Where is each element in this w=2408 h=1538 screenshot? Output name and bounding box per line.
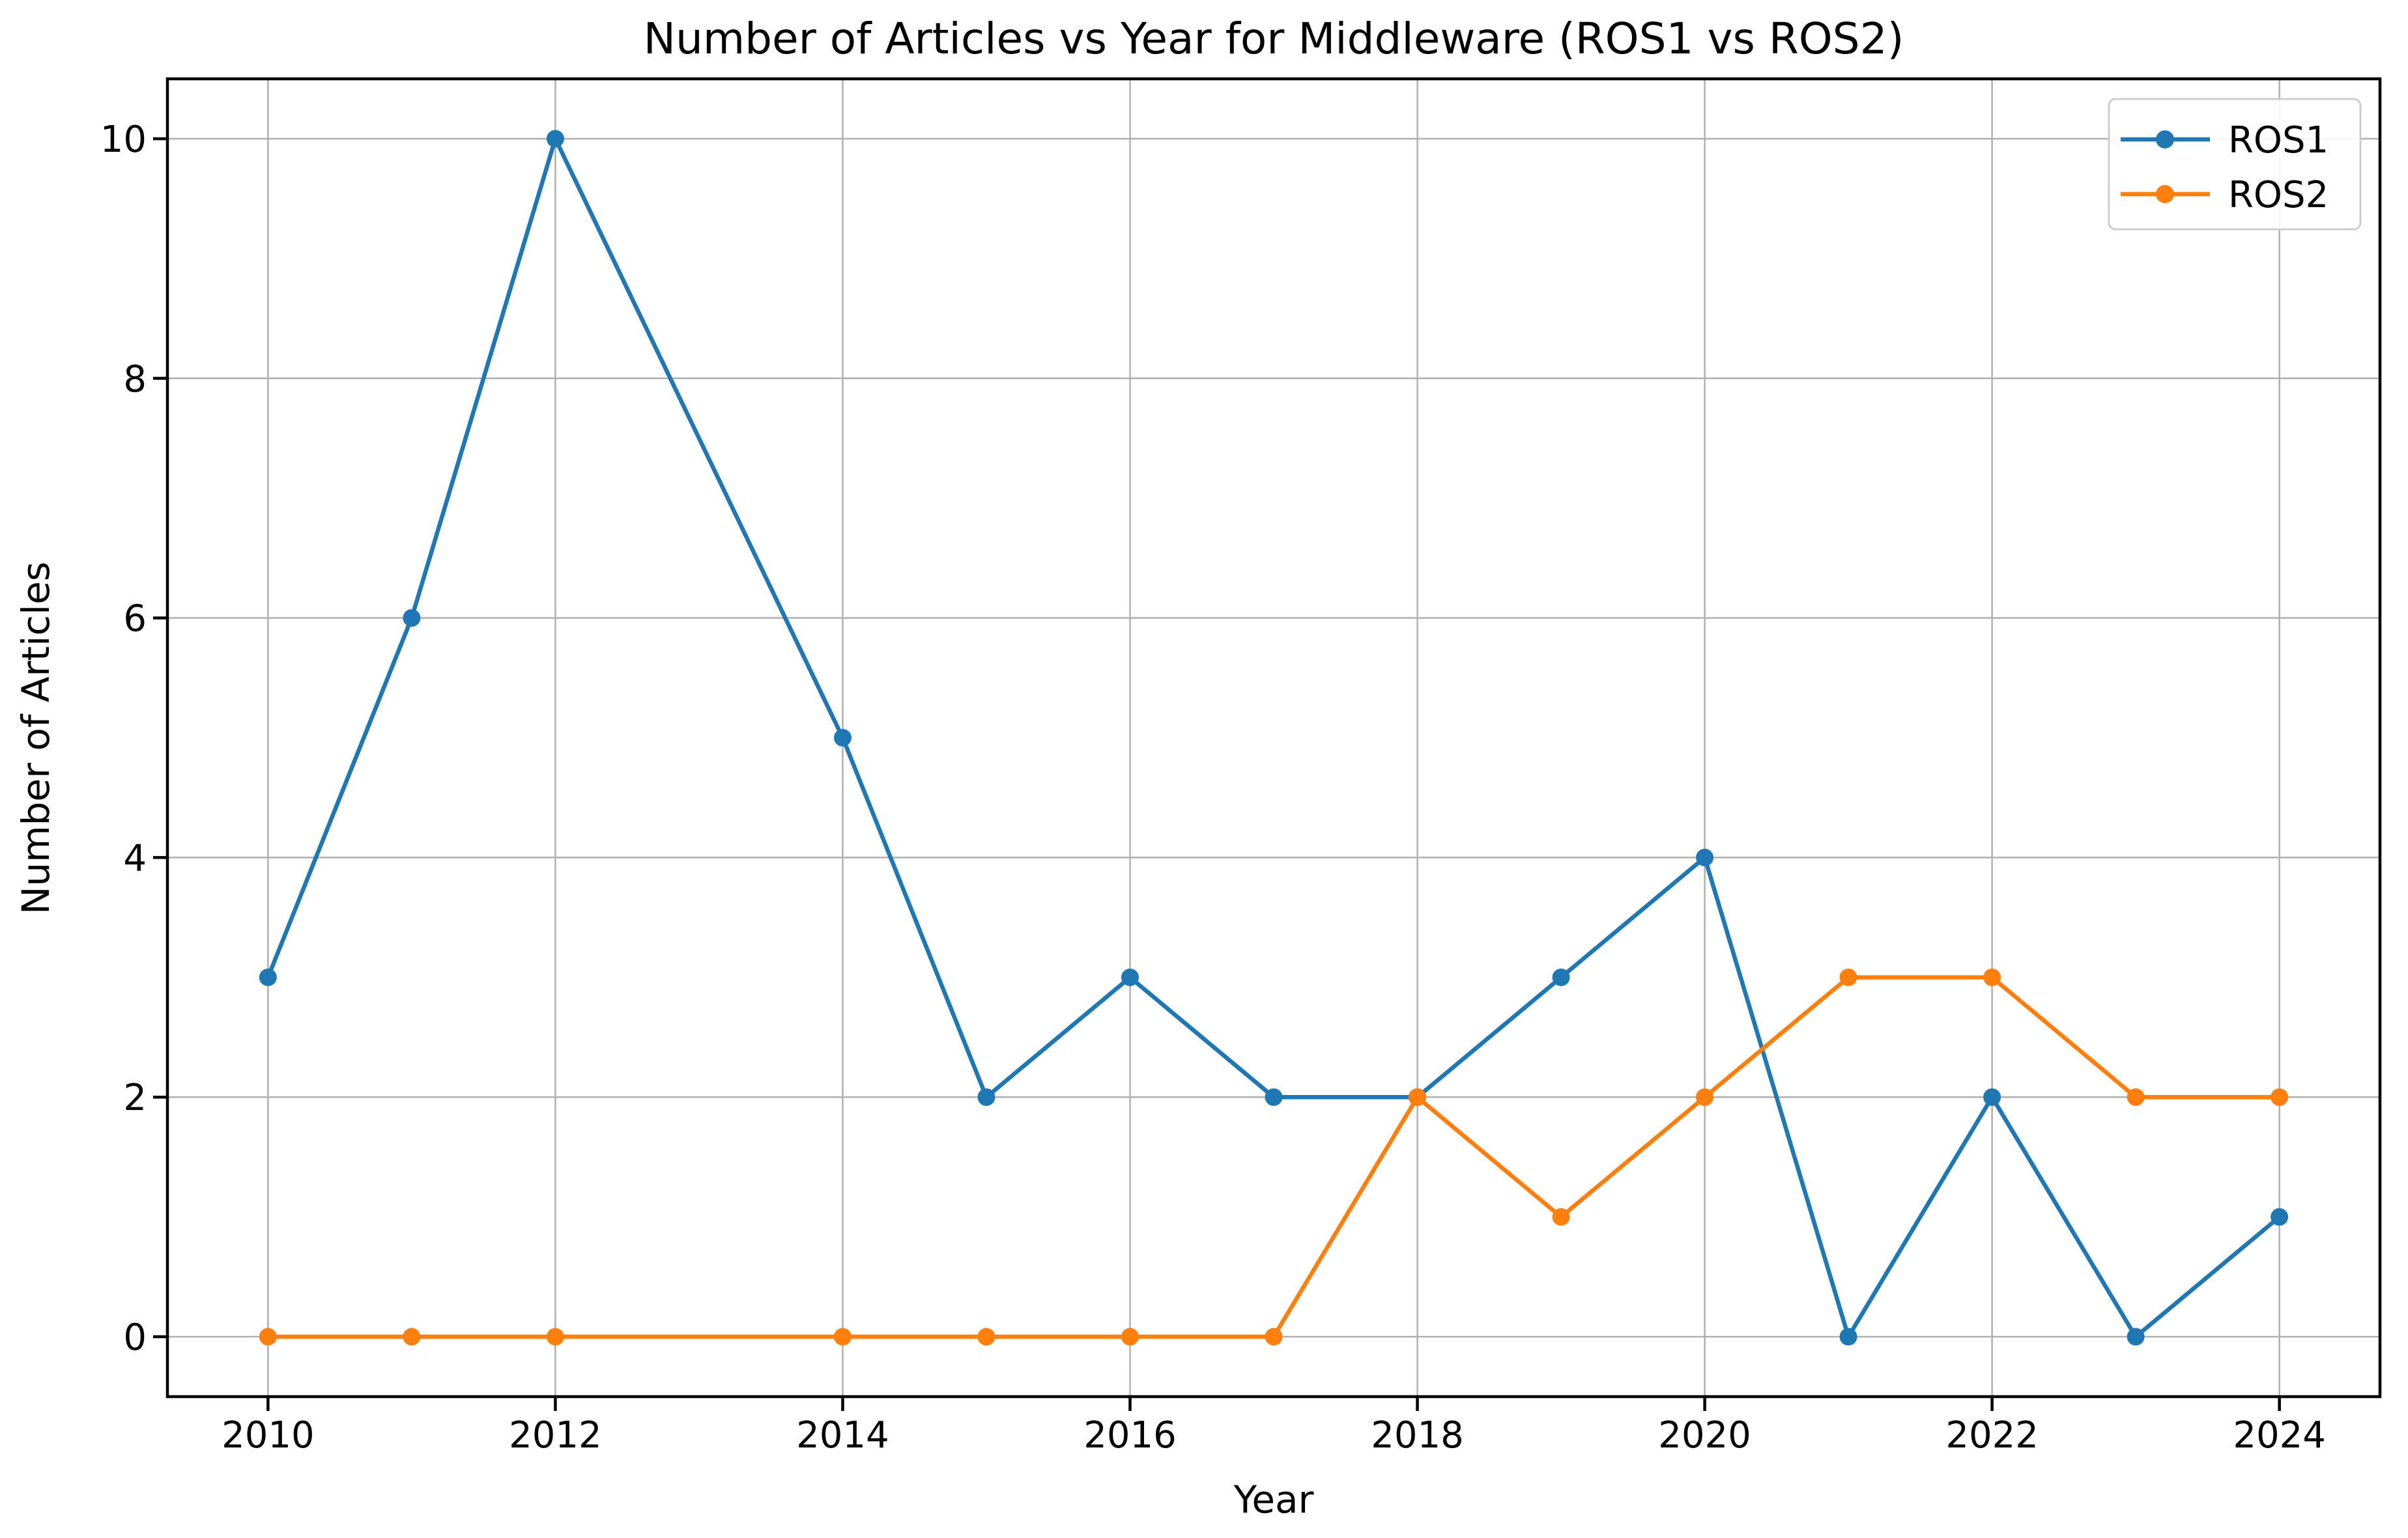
legend-label-ros1: ROS1: [2228, 119, 2329, 162]
y-tick-label: 8: [123, 358, 147, 401]
x-tick-label: 2014: [796, 1414, 889, 1457]
data-point-ros1: [1265, 1088, 1283, 1106]
data-point-ros1: [1552, 968, 1570, 986]
legend-item-ros1: ROS1: [2121, 119, 2329, 162]
y-tick-label: 4: [123, 837, 147, 879]
chart-title: Number of Articles vs Year for Middlewar…: [644, 14, 1904, 64]
data-point-ros2: [1839, 968, 1857, 986]
axis-ticks: 2010 2012 2014 2016 2018 2020 2022 2024 0 2 4 6 8 10: [100, 119, 2326, 1457]
series-line-ros2: [266, 975, 2282, 1339]
y-tick-label: 2: [123, 1077, 147, 1119]
data-point-ros2: [1265, 1328, 1283, 1346]
data-point-ros2: [1983, 968, 2001, 986]
data-point-ros2: [1409, 1088, 1427, 1106]
data-point-ros2: [1552, 1208, 1570, 1226]
data-point-ros1: [977, 1088, 996, 1106]
data-point-ros2: [546, 1328, 564, 1346]
data-point-ros2: [2271, 1088, 2289, 1106]
x-tick-label: 2016: [1083, 1414, 1177, 1457]
data-point-ros2: [1696, 1088, 1714, 1106]
data-point-ros2: [833, 1328, 852, 1346]
data-point-ros1: [1696, 848, 1714, 866]
legend-marker-ros2: [2156, 185, 2174, 203]
plot-border: [165, 77, 2382, 1399]
data-point-ros1: [833, 729, 852, 747]
x-tick-label: 2018: [1371, 1414, 1464, 1457]
data-point-ros1: [403, 609, 421, 627]
data-point-ros1: [259, 968, 277, 986]
y-tick-label: 0: [123, 1317, 147, 1359]
data-series: [259, 130, 2289, 1346]
x-tick-label: 2024: [2233, 1414, 2326, 1457]
x-tick-label: 2010: [222, 1414, 315, 1457]
legend: ROS1 ROS2: [2108, 98, 2362, 231]
series-line-ros1: [266, 136, 2282, 1339]
data-point-ros2: [977, 1328, 996, 1346]
x-axis-label: Year: [1233, 1477, 1314, 1522]
y-tick-label: 6: [123, 598, 147, 640]
x-tick-label: 2012: [509, 1414, 602, 1457]
legend-label-ros2: ROS2: [2228, 174, 2329, 216]
data-point-ros2: [403, 1328, 421, 1346]
data-point-ros1: [1839, 1328, 1857, 1346]
data-point-ros1: [1121, 968, 1139, 986]
data-point-ros2: [1121, 1328, 1139, 1346]
x-tick-label: 2020: [1658, 1414, 1751, 1457]
y-tick-label: 10: [100, 119, 147, 161]
data-point-ros1: [2271, 1208, 2289, 1226]
gridlines: [167, 79, 2380, 1397]
data-point-ros2: [259, 1328, 277, 1346]
legend-item-ros2: ROS2: [2121, 174, 2329, 216]
x-tick-label: 2022: [1945, 1414, 2039, 1457]
data-point-ros1: [1983, 1088, 2001, 1106]
y-axis-label: Number of Articles: [14, 562, 58, 915]
data-point-ros1: [546, 130, 564, 148]
data-point-ros2: [2127, 1088, 2145, 1106]
data-point-ros1: [2127, 1328, 2145, 1346]
legend-marker-ros1: [2156, 130, 2174, 149]
